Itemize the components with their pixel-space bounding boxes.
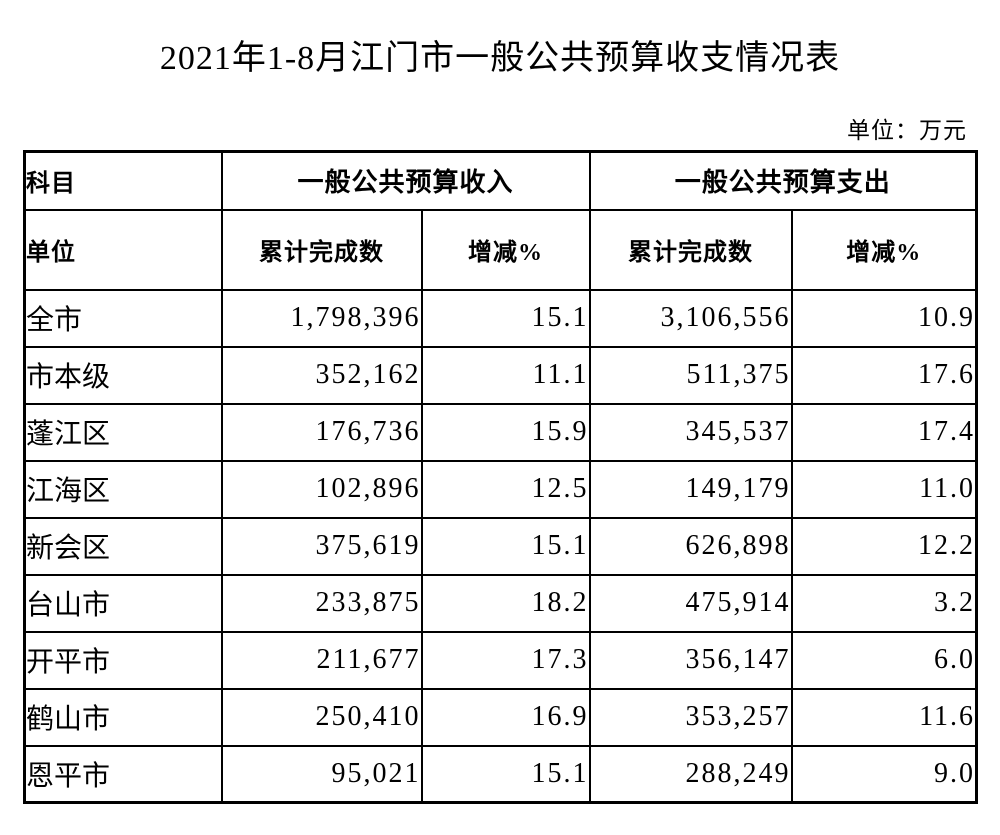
expenditure-cell: 475,914 [588,573,793,633]
expenditure-change-cell: 10.9 [790,288,978,348]
revenue-cell: 375,619 [220,516,423,576]
expenditure-cell: 345,537 [588,402,793,462]
revenue-cell: 233,875 [220,573,423,633]
region-cell: 鹤山市 [23,687,223,747]
header-row-groups: 科目 一般公共预算收入 一般公共预算支出 [23,150,978,211]
expenditure-change-cell: 17.6 [790,345,978,405]
table-header: 科目 一般公共预算收入 一般公共预算支出 单位 累计完成数 增减% 累计完成数 … [23,150,978,291]
revenue-cell: 250,410 [220,687,423,747]
header-expenditure-group: 一般公共预算支出 [588,150,978,211]
expenditure-change-cell: 11.6 [790,687,978,747]
header-expenditure-change: 增减% [790,208,978,291]
revenue-change-cell: 18.2 [420,573,591,633]
table-row: 鹤山市 250,410 16.9 353,257 11.6 [23,687,978,747]
region-cell: 蓬江区 [23,402,223,462]
revenue-cell: 211,677 [220,630,423,690]
expenditure-cell: 288,249 [588,744,793,804]
region-cell: 全市 [23,288,223,348]
table-row: 新会区 375,619 15.1 626,898 12.2 [23,516,978,576]
header-row-columns: 单位 累计完成数 增减% 累计完成数 增减% [23,208,978,291]
expenditure-change-cell: 17.4 [790,402,978,462]
region-cell: 江海区 [23,459,223,519]
region-cell: 开平市 [23,630,223,690]
expenditure-cell: 149,179 [588,459,793,519]
table-body: 全市 1,798,396 15.1 3,106,556 10.9 市本级 352… [23,288,978,804]
header-revenue-change: 增减% [420,208,591,291]
expenditure-change-cell: 12.2 [790,516,978,576]
revenue-change-cell: 15.1 [420,288,591,348]
revenue-cell: 352,162 [220,345,423,405]
page-title: 2021年1-8月江门市一般公共预算收支情况表 [159,40,841,77]
expenditure-cell: 511,375 [588,345,793,405]
revenue-change-cell: 15.1 [420,516,591,576]
expenditure-change-cell: 9.0 [790,744,978,804]
region-cell: 台山市 [23,573,223,633]
header-subject: 科目 [23,150,223,211]
revenue-cell: 176,736 [220,402,423,462]
table-row: 台山市 233,875 18.2 475,914 3.2 [23,573,978,633]
expenditure-cell: 356,147 [588,630,793,690]
table-row: 市本级 352,162 11.1 511,375 17.6 [23,345,978,405]
region-cell: 新会区 [23,516,223,576]
expenditure-cell: 353,257 [588,687,793,747]
table-row: 蓬江区 176,736 15.9 345,537 17.4 [23,402,978,462]
expenditure-change-cell: 6.0 [790,630,978,690]
expenditure-cell: 3,106,556 [588,288,793,348]
header-unit: 单位 [23,208,223,291]
revenue-cell: 1,798,396 [220,288,423,348]
revenue-change-cell: 15.1 [420,744,591,804]
header-revenue-cumulative: 累计完成数 [220,208,423,291]
revenue-change-cell: 16.9 [420,687,591,747]
revenue-cell: 95,021 [220,744,423,804]
table-row: 江海区 102,896 12.5 149,179 11.0 [23,459,978,519]
revenue-cell: 102,896 [220,459,423,519]
region-cell: 恩平市 [23,744,223,804]
table-row: 开平市 211,677 17.3 356,147 6.0 [23,630,978,690]
table-row: 全市 1,798,396 15.1 3,106,556 10.9 [23,288,978,348]
revenue-change-cell: 11.1 [420,345,591,405]
header-revenue-group: 一般公共预算收入 [220,150,591,211]
unit-note: 单位：万元 [847,118,967,143]
header-expenditure-cumulative: 累计完成数 [588,208,793,291]
expenditure-change-cell: 3.2 [790,573,978,633]
budget-table: 科目 一般公共预算收入 一般公共预算支出 单位 累计完成数 增减% 累计完成数 … [23,150,979,804]
revenue-change-cell: 17.3 [420,630,591,690]
region-cell: 市本级 [23,345,223,405]
table-row: 恩平市 95,021 15.1 288,249 9.0 [23,744,978,804]
expenditure-cell: 626,898 [588,516,793,576]
revenue-change-cell: 12.5 [420,459,591,519]
expenditure-change-cell: 11.0 [790,459,978,519]
revenue-change-cell: 15.9 [420,402,591,462]
